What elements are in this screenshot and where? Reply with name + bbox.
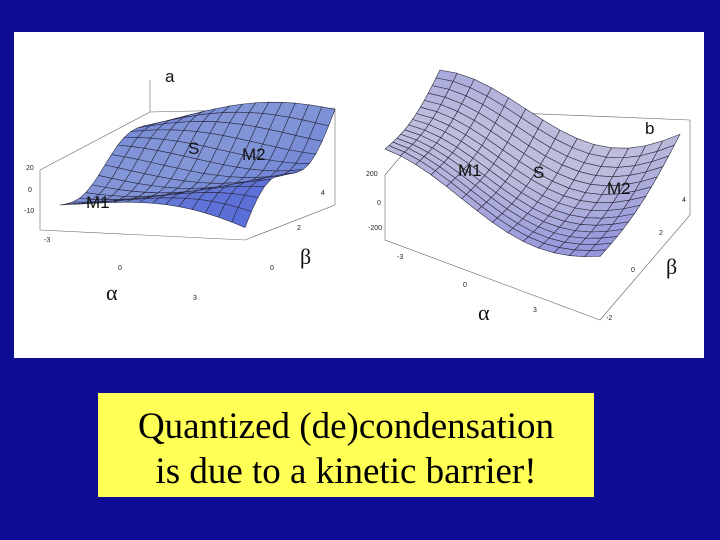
tick-label: 3 [193,295,197,302]
panel-label: b [645,119,654,138]
tick-label: 0 [28,187,32,194]
tick-label: -3 [397,254,403,261]
point-label: M1 [86,193,110,212]
point-label: S [188,139,199,158]
tick-label: 2 [297,225,301,232]
tick-label: 2 [659,230,663,237]
panel-label: a [165,67,175,86]
axis-label: β [666,254,677,279]
surfaces [39,69,691,321]
tick-label: 0 [463,282,467,289]
tick-label: -2 [606,315,612,322]
tick-label: 0 [270,265,274,272]
plot-box [39,108,336,241]
surface-cell [231,207,252,228]
tick-label: 20 [26,165,34,172]
tick-label: 0 [631,267,635,274]
surface-cell [583,249,607,257]
point-label: M2 [242,145,266,164]
tick-label: -200 [368,225,382,232]
tick-label: 0 [118,265,122,272]
caption-box [98,393,594,497]
axis-label: α [478,300,490,325]
tick-label: 200 [366,171,378,178]
point-label: M1 [458,161,482,180]
plot-box [384,120,691,321]
tick-label: 0 [377,200,381,207]
tick-label: 3 [533,307,537,314]
caption-line: Quantized (de)condensation [138,406,554,447]
tick-label: 4 [321,190,325,197]
point-label: M2 [607,179,631,198]
tick-label: 4 [682,197,686,204]
point-label: S [533,163,544,182]
tick-label: -3 [44,237,50,244]
axis-label: α [106,280,118,305]
caption-line: is due to a kinetic barrier! [155,451,536,492]
axis-label: β [300,244,311,269]
tick-label: -10 [24,208,34,215]
